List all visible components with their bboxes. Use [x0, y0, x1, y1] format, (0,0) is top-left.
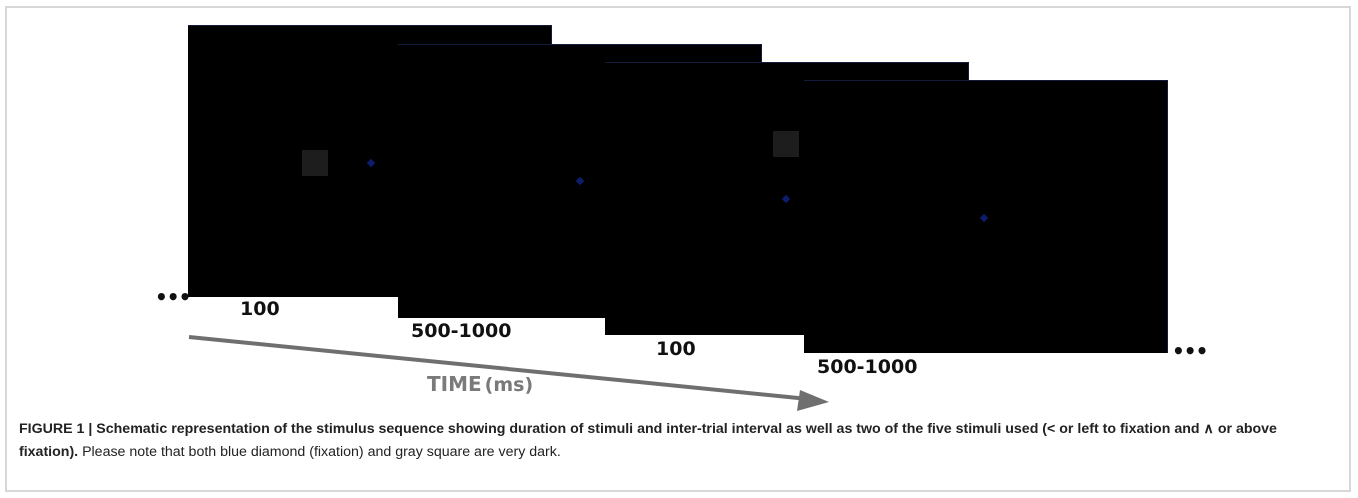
ellipsis-left: •••	[155, 285, 191, 309]
caption-text: Please note that both blue diamond (fixa…	[78, 444, 561, 460]
stimulus-screen-4	[804, 80, 1168, 353]
gray-square-stimulus	[302, 150, 328, 176]
duration-label-screen-1: 100	[240, 298, 280, 320]
time-axis-label: TIME (ms)	[427, 372, 533, 396]
time-axis-title: TIME	[427, 372, 482, 396]
time-axis-unit: (ms)	[484, 374, 534, 396]
duration-label-screen-4: 500-1000	[817, 356, 918, 378]
figure-caption: FIGURE 1 | Schematic representation of t…	[19, 418, 1339, 464]
ellipsis-right: •••	[1172, 339, 1208, 363]
caption-label: FIGURE 1 | Schematic representation of t…	[19, 421, 1277, 460]
duration-label-screen-2: 500-1000	[411, 320, 512, 342]
duration-label-screen-3: 100	[656, 338, 696, 360]
gray-square-stimulus	[773, 131, 799, 157]
